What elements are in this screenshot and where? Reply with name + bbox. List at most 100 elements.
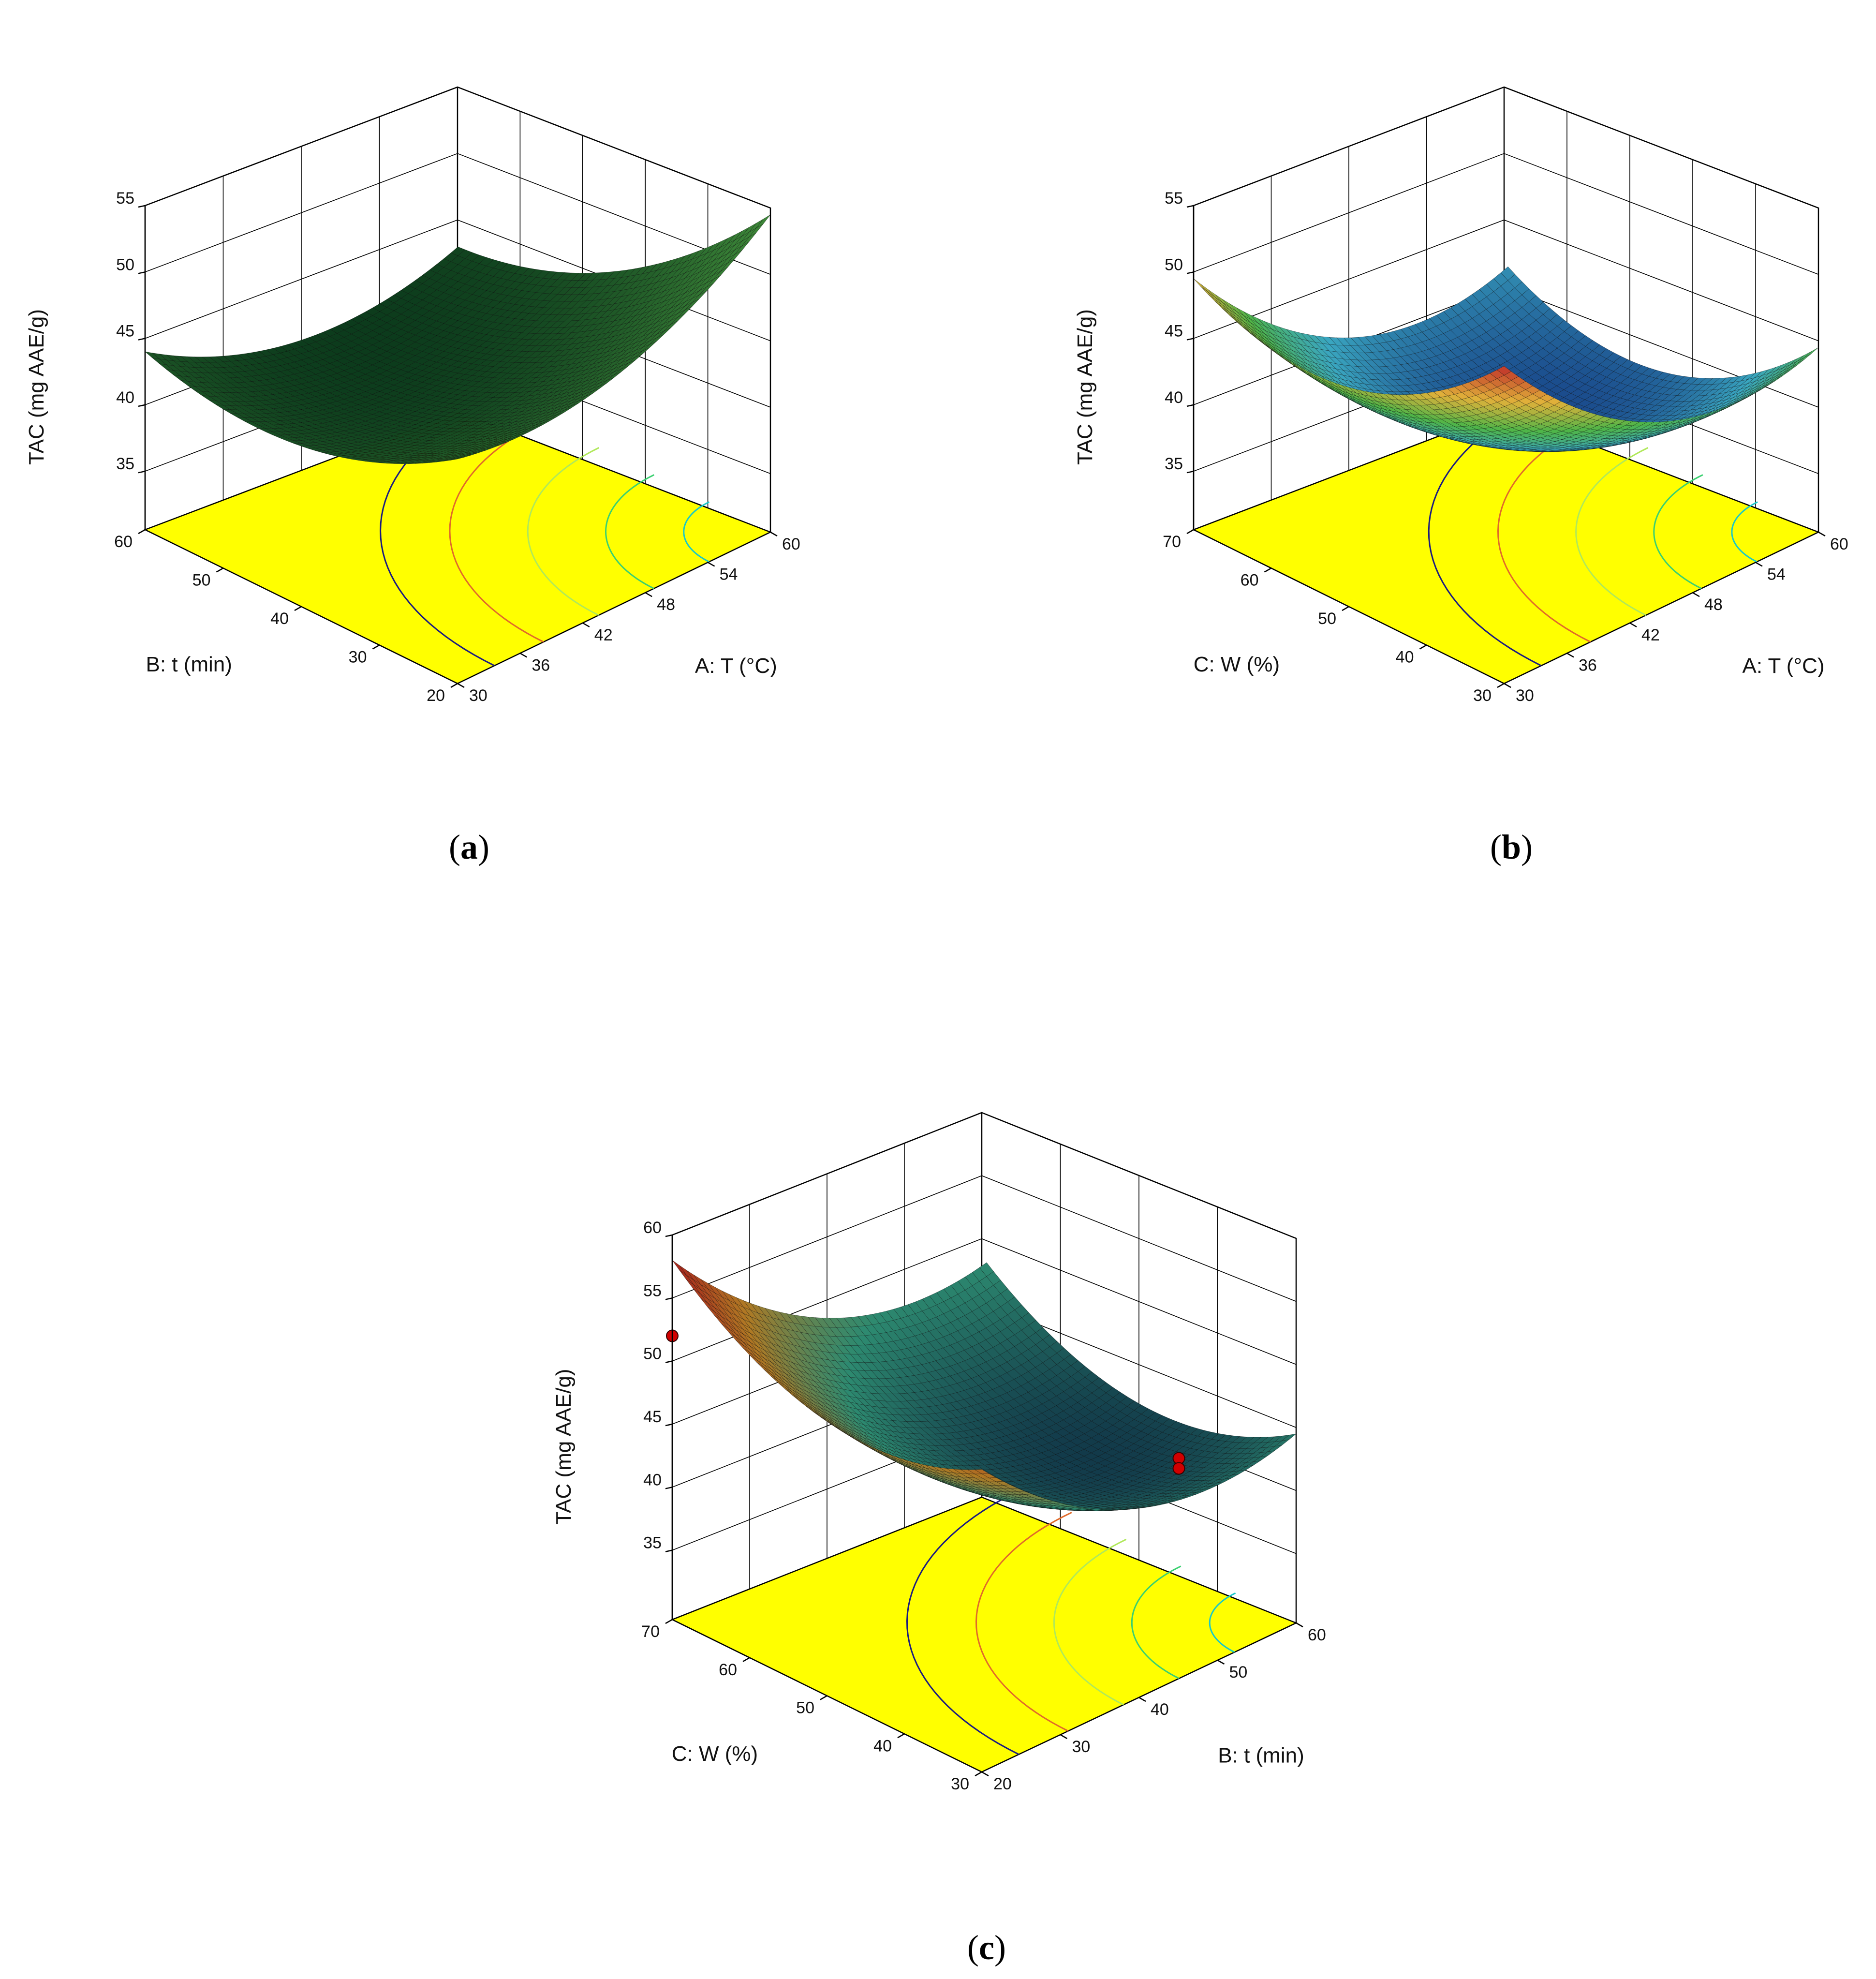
x-tick-label: 54 <box>1767 565 1786 584</box>
z-tick <box>138 205 146 208</box>
y-tick-label: 50 <box>192 571 211 590</box>
x-tick <box>1629 622 1637 627</box>
x-tick <box>1818 531 1826 537</box>
y-tick-label: 70 <box>1163 533 1181 551</box>
contour-line <box>975 1512 1072 1732</box>
contour-line <box>605 474 655 589</box>
z-tick <box>1186 271 1194 274</box>
contour-line <box>449 420 545 643</box>
z-tick-label: 45 <box>116 322 134 341</box>
y-tick-label: 60 <box>719 1661 737 1679</box>
z-tick <box>138 404 146 407</box>
contour-line <box>1131 1565 1182 1680</box>
z-axis-title: TAC (mg AAE/g) <box>552 1369 576 1525</box>
z-tick-label: 60 <box>643 1219 662 1237</box>
z-tick <box>665 1487 673 1489</box>
z-tick <box>665 1423 673 1427</box>
z-tick <box>1186 404 1194 407</box>
response-surface <box>1193 266 1819 452</box>
z-tick-label: 55 <box>1165 189 1183 208</box>
y-tick <box>216 567 224 573</box>
z-tick-label: 40 <box>116 388 134 407</box>
z-tick-label: 50 <box>643 1345 662 1363</box>
x-tick-label: 60 <box>1830 535 1848 553</box>
z-tick <box>138 271 146 274</box>
z-tick-label: 35 <box>1165 455 1183 473</box>
panel-letter: b <box>1502 828 1521 866</box>
x-tick-label: 36 <box>532 656 550 674</box>
y-tick <box>1419 644 1427 650</box>
x-axis-title: A: T (°C) <box>1743 654 1825 678</box>
y-tick <box>1342 606 1349 611</box>
panel-letter: c <box>979 1928 994 1967</box>
y-tick <box>372 644 380 650</box>
y-tick <box>1264 567 1272 573</box>
x-tick <box>1504 683 1511 688</box>
x-tick <box>1060 1734 1068 1740</box>
z-tick-label: 55 <box>116 189 134 208</box>
y-tick-label: 60 <box>1241 571 1259 590</box>
x-tick <box>457 683 465 688</box>
y-tick-label: 30 <box>951 1775 969 1793</box>
surface-plot-c: 35 40 45 50 55 60 TAC (mg AAE/g) 30 40 50 60 70 C: W… <box>552 1112 1326 1967</box>
z-tick <box>665 1297 673 1300</box>
x-tick <box>519 653 528 658</box>
y-tick <box>450 683 458 688</box>
x-tick <box>1217 1659 1225 1665</box>
z-tick <box>665 1360 673 1363</box>
y-tick <box>820 1695 827 1700</box>
panel-caption: (c) <box>967 1928 1006 1967</box>
contour-line <box>1497 420 1594 643</box>
x-tick-label: 60 <box>782 535 800 553</box>
contour-line <box>1653 474 1703 589</box>
contour-line <box>683 501 710 563</box>
z-tick-label: 40 <box>643 1471 662 1489</box>
x-tick <box>981 1771 989 1777</box>
x-tick-label: 30 <box>1516 686 1534 705</box>
z-gridline <box>145 87 771 208</box>
design-point <box>1172 1462 1185 1475</box>
z-tick-label: 55 <box>643 1281 662 1300</box>
z-gridline <box>1193 153 1819 275</box>
panel-letter: a <box>460 828 478 866</box>
z-axis-title: TAC (mg AAE/g) <box>25 309 48 465</box>
contour-line <box>1575 447 1649 616</box>
y-tick <box>975 1771 982 1777</box>
y-tick-label: 20 <box>427 686 445 705</box>
y-tick <box>897 1733 905 1739</box>
z-tick-label: 35 <box>643 1534 662 1552</box>
y-axis-title: B: t (min) <box>146 653 232 676</box>
z-gridline <box>1193 219 1819 342</box>
x-tick <box>770 531 778 537</box>
x-tick-label: 20 <box>993 1775 1012 1793</box>
contour-line <box>1053 1538 1127 1706</box>
y-axis-title: C: W (%) <box>672 1742 758 1766</box>
surface-plot-b: 35 40 45 50 55 TAC (mg AAE/g) 30 40 50 60 70 C: W (… <box>1073 86 1848 866</box>
y-tick-label: 70 <box>641 1622 660 1641</box>
y-tick <box>138 529 146 535</box>
x-tick-label: 42 <box>1641 626 1660 644</box>
contour-line <box>1209 1592 1236 1653</box>
y-tick <box>1186 529 1194 535</box>
y-tick <box>665 1619 673 1624</box>
x-axis-title: B: t (min) <box>1218 1744 1304 1768</box>
x-tick-label: 42 <box>594 626 613 644</box>
contour-line <box>1731 501 1758 563</box>
y-tick-label: 30 <box>1473 686 1492 705</box>
panel-caption: (b) <box>1490 828 1533 866</box>
x-tick <box>582 622 590 627</box>
x-tick-label: 54 <box>720 565 738 584</box>
z-tick-label: 45 <box>1165 322 1183 341</box>
z-tick <box>1186 338 1194 341</box>
z-axis-title: TAC (mg AAE/g) <box>1073 309 1097 465</box>
z-tick-label: 50 <box>1165 255 1183 274</box>
x-tick-label: 30 <box>1072 1738 1091 1756</box>
z-tick-label: 45 <box>643 1408 662 1426</box>
x-tick-label: 48 <box>657 595 675 614</box>
x-tick-label: 60 <box>1308 1626 1326 1644</box>
contour-line <box>527 447 600 616</box>
x-tick-label: 48 <box>1704 595 1723 614</box>
response-surface <box>672 1260 1297 1511</box>
contour-line <box>906 1488 1024 1755</box>
